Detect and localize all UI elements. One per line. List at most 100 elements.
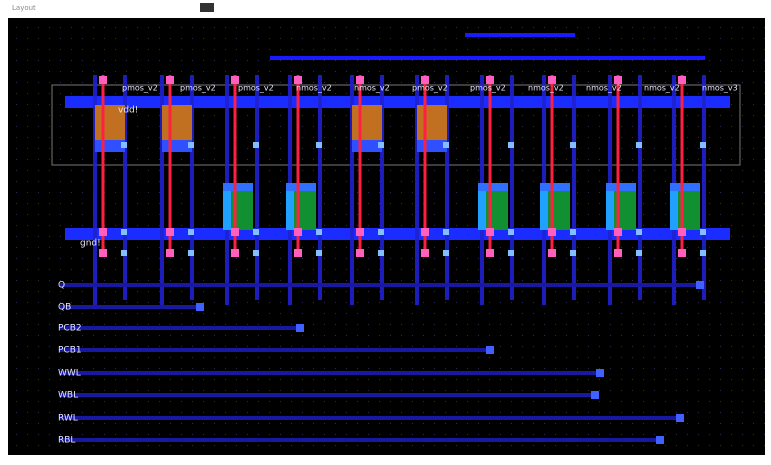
contact xyxy=(378,142,384,148)
contact xyxy=(570,250,576,256)
via xyxy=(486,249,494,257)
device-label: pmos_v2 xyxy=(470,84,506,93)
metal2-strip xyxy=(572,75,576,300)
poly xyxy=(358,75,362,255)
via xyxy=(548,76,556,84)
via xyxy=(421,228,429,236)
metal1 xyxy=(540,183,570,191)
contact xyxy=(508,142,514,148)
metal2-strip xyxy=(415,75,419,305)
metal1 xyxy=(606,183,636,191)
contact xyxy=(253,229,259,235)
signal-label: WWL xyxy=(58,369,81,379)
contact xyxy=(606,185,614,230)
metal-signal xyxy=(60,438,660,442)
via xyxy=(678,228,686,236)
metal2-strip xyxy=(510,75,514,300)
via xyxy=(614,228,622,236)
metal-signal xyxy=(60,348,490,352)
metal2-strip xyxy=(702,75,706,300)
via xyxy=(231,76,239,84)
metal2 xyxy=(465,33,575,37)
contact xyxy=(188,250,194,256)
via xyxy=(166,76,174,84)
via xyxy=(99,76,107,84)
via xyxy=(614,249,622,257)
via xyxy=(421,76,429,84)
signal-label: Q xyxy=(58,281,65,291)
signal-label: RBL xyxy=(58,436,75,446)
via xyxy=(548,249,556,257)
via xyxy=(99,228,107,236)
via xyxy=(591,391,599,399)
metal2-strip xyxy=(350,75,354,305)
poly xyxy=(680,75,684,255)
device-label: pmos_v2 xyxy=(180,84,216,93)
contact xyxy=(378,229,384,235)
contact xyxy=(570,142,576,148)
toolbar-title: Layout xyxy=(12,4,36,12)
device-label: pmos_v2 xyxy=(122,84,158,93)
shapes xyxy=(60,33,730,444)
rail-label: gnd! xyxy=(80,239,101,249)
via xyxy=(678,76,686,84)
metal-signal xyxy=(60,393,595,397)
via xyxy=(596,369,604,377)
metal1 xyxy=(352,140,382,152)
via xyxy=(486,346,494,354)
via xyxy=(548,228,556,236)
via xyxy=(356,228,364,236)
contact xyxy=(700,250,706,256)
device-label: pmos_v2 xyxy=(238,84,274,93)
contact xyxy=(378,250,384,256)
via xyxy=(421,249,429,257)
metal-signal xyxy=(60,283,700,287)
contact xyxy=(188,142,194,148)
via xyxy=(356,249,364,257)
contact xyxy=(508,250,514,256)
device-label: nmos_v2 xyxy=(528,84,564,93)
via xyxy=(99,249,107,257)
via xyxy=(166,228,174,236)
via xyxy=(296,324,304,332)
poly xyxy=(296,75,300,255)
via xyxy=(294,228,302,236)
contact xyxy=(286,185,294,230)
device-label: nmos_v3 xyxy=(702,84,738,93)
via xyxy=(294,249,302,257)
metal2-strip xyxy=(255,75,259,300)
contact xyxy=(478,185,486,230)
via xyxy=(486,228,494,236)
metal-signal xyxy=(60,326,300,330)
metal1 xyxy=(223,183,253,191)
contact xyxy=(188,229,194,235)
cell-outline xyxy=(51,84,741,166)
signal-label: RWL xyxy=(58,414,78,424)
via xyxy=(231,228,239,236)
toolbar-icon[interactable] xyxy=(200,3,214,12)
via xyxy=(696,281,704,289)
metal-signal xyxy=(60,305,200,309)
metal1-rail xyxy=(65,96,730,108)
contact xyxy=(636,142,642,148)
via xyxy=(678,249,686,257)
signal-label: PCB2 xyxy=(58,324,82,334)
contact xyxy=(253,142,259,148)
signal-label: QB xyxy=(58,303,71,313)
contact xyxy=(121,250,127,256)
metal2-strip xyxy=(638,75,642,300)
metal2-strip xyxy=(123,75,127,300)
via xyxy=(356,76,364,84)
contact xyxy=(700,229,706,235)
poly xyxy=(101,75,105,255)
contact xyxy=(508,229,514,235)
contact xyxy=(316,229,322,235)
poly xyxy=(488,75,492,255)
contact xyxy=(670,185,678,230)
via xyxy=(166,249,174,257)
contact xyxy=(636,250,642,256)
contact xyxy=(223,185,231,230)
metal1 xyxy=(478,183,508,191)
contact xyxy=(316,250,322,256)
